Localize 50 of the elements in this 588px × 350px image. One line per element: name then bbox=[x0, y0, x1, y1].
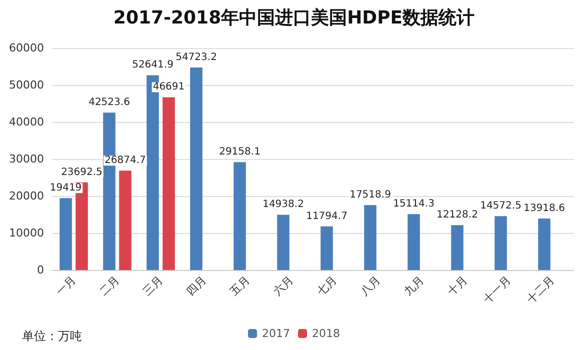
x-tick-label: 三月 bbox=[140, 273, 166, 298]
legend-label: 2017 bbox=[262, 327, 290, 340]
data-label: 23692.5 bbox=[61, 166, 102, 178]
x-tick-label: 六月 bbox=[271, 273, 296, 298]
x-tick-label: 七月 bbox=[314, 273, 340, 298]
data-label: 17518.9 bbox=[350, 190, 391, 201]
y-tick-label: 40000 bbox=[9, 116, 44, 128]
x-tick-label: 十月 bbox=[445, 273, 470, 298]
bar bbox=[320, 226, 333, 270]
data-label: 52641.9 bbox=[132, 60, 174, 71]
text: 单位：万吨 bbox=[22, 329, 82, 343]
chart-title: 2017-2018年中国进口美国HDPE数据统计 bbox=[113, 8, 475, 28]
x-tick-label: 十二月 bbox=[524, 273, 557, 306]
data-label: 19419 bbox=[50, 182, 82, 194]
bar bbox=[494, 216, 507, 270]
y-tick-label: 30000 bbox=[9, 152, 44, 166]
data-label: 46691 bbox=[152, 82, 185, 93]
data-label: 26874.7 bbox=[104, 155, 146, 166]
x-tick-label: 八月 bbox=[358, 273, 383, 298]
data-label: 42523.6 bbox=[88, 97, 130, 108]
y-tick-label: 20000 bbox=[9, 190, 44, 202]
bar bbox=[408, 214, 420, 270]
data-label: 15114.3 bbox=[393, 198, 434, 210]
x-tick-label: 五月 bbox=[228, 273, 252, 298]
bar bbox=[364, 205, 376, 270]
data-label: 14938.2 bbox=[262, 199, 304, 210]
bar bbox=[119, 170, 132, 270]
bar bbox=[277, 214, 290, 270]
y-tick-label: 10000 bbox=[9, 226, 44, 240]
x-tick-label: 一月 bbox=[54, 273, 78, 298]
y-tick-label: 0 bbox=[37, 264, 44, 276]
bar bbox=[234, 162, 246, 270]
bar bbox=[451, 225, 464, 270]
bar bbox=[190, 68, 202, 270]
data-label: 11794.7 bbox=[306, 210, 348, 222]
y-tick-label: 50000 bbox=[9, 78, 44, 92]
data-label: 12128.2 bbox=[436, 210, 478, 221]
bar bbox=[538, 218, 550, 270]
data-label: 54723.2 bbox=[176, 52, 217, 64]
bar bbox=[162, 97, 175, 270]
bar bbox=[60, 198, 72, 270]
y-tick-label: 60000 bbox=[9, 42, 44, 54]
x-tick-label: 十一月 bbox=[480, 273, 514, 306]
x-tick-label: 二月 bbox=[97, 273, 122, 298]
data-label: 14572.5 bbox=[480, 200, 522, 212]
x-tick-label: 九月 bbox=[402, 273, 426, 298]
x-tick-label: 四月 bbox=[184, 273, 209, 298]
data-label: 13918.6 bbox=[524, 203, 565, 214]
legend-label: 2018 bbox=[312, 327, 340, 340]
data-label: 29158.1 bbox=[219, 146, 260, 158]
